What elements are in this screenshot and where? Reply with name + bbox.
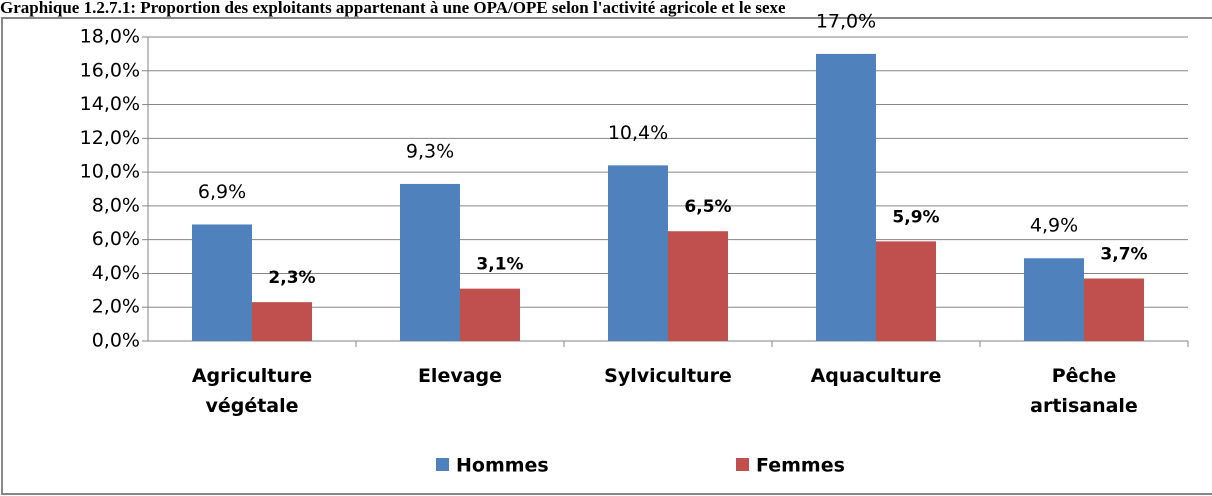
x-tick-label: Agriculture végétale xyxy=(191,365,313,417)
data-label: 2,3% xyxy=(268,268,315,288)
bar xyxy=(460,288,520,341)
data-label: 3,1% xyxy=(476,255,523,275)
data-label: 10,4% xyxy=(608,122,668,144)
legend-label: Hommes xyxy=(456,455,549,477)
data-label: 5,9% xyxy=(892,207,939,227)
y-tick-label: 12,0% xyxy=(80,127,140,149)
legend-swatch xyxy=(436,458,449,471)
y-tick-label: 8,0% xyxy=(92,194,140,216)
y-tick-label: 6,0% xyxy=(92,228,140,250)
y-tick-label: 4,0% xyxy=(92,262,140,284)
bar xyxy=(608,165,668,341)
bar xyxy=(816,53,876,342)
legend-swatch xyxy=(736,458,749,471)
data-label: 4,9% xyxy=(1030,215,1078,237)
bar xyxy=(1024,258,1084,341)
data-label: 6,5% xyxy=(684,197,731,217)
x-tick-label: Sylviculture xyxy=(604,365,732,387)
bar xyxy=(876,241,936,341)
legend-label: Femmes xyxy=(756,455,845,477)
x-tick-label: Elevage xyxy=(417,365,503,387)
data-label: 17,0% xyxy=(816,10,876,32)
bar xyxy=(192,224,252,341)
y-tick-label: 10,0% xyxy=(80,161,140,183)
bar xyxy=(1084,278,1144,341)
data-label: 9,3% xyxy=(406,140,454,162)
y-tick-label: 14,0% xyxy=(80,93,140,115)
y-tick-label: 18,0% xyxy=(80,26,140,48)
x-tick-label: Aquaculture xyxy=(810,365,942,387)
y-tick-label: 2,0% xyxy=(92,296,140,318)
bar xyxy=(668,231,728,341)
y-tick-label: 16,0% xyxy=(80,59,140,81)
chart-title: Graphique 1.2.7.1: Proportion des exploi… xyxy=(0,0,786,17)
bar xyxy=(400,183,460,341)
data-label: 6,9% xyxy=(198,181,246,203)
x-tick-label: Pêche artisanale xyxy=(1030,365,1138,417)
data-label: 3,7% xyxy=(1100,245,1147,265)
y-tick-label: 0,0% xyxy=(92,330,140,352)
bar xyxy=(252,302,312,341)
chart-frame xyxy=(1,17,1212,495)
